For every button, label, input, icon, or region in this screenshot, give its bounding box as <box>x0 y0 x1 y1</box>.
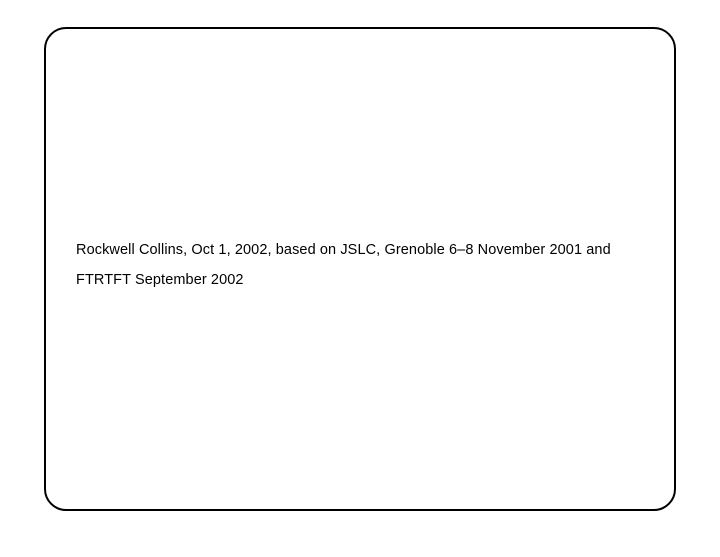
slide-frame: Rockwell Collins, Oct 1, 2002, based on … <box>44 27 676 511</box>
slide-text: Rockwell Collins, Oct 1, 2002, based on … <box>76 236 651 295</box>
